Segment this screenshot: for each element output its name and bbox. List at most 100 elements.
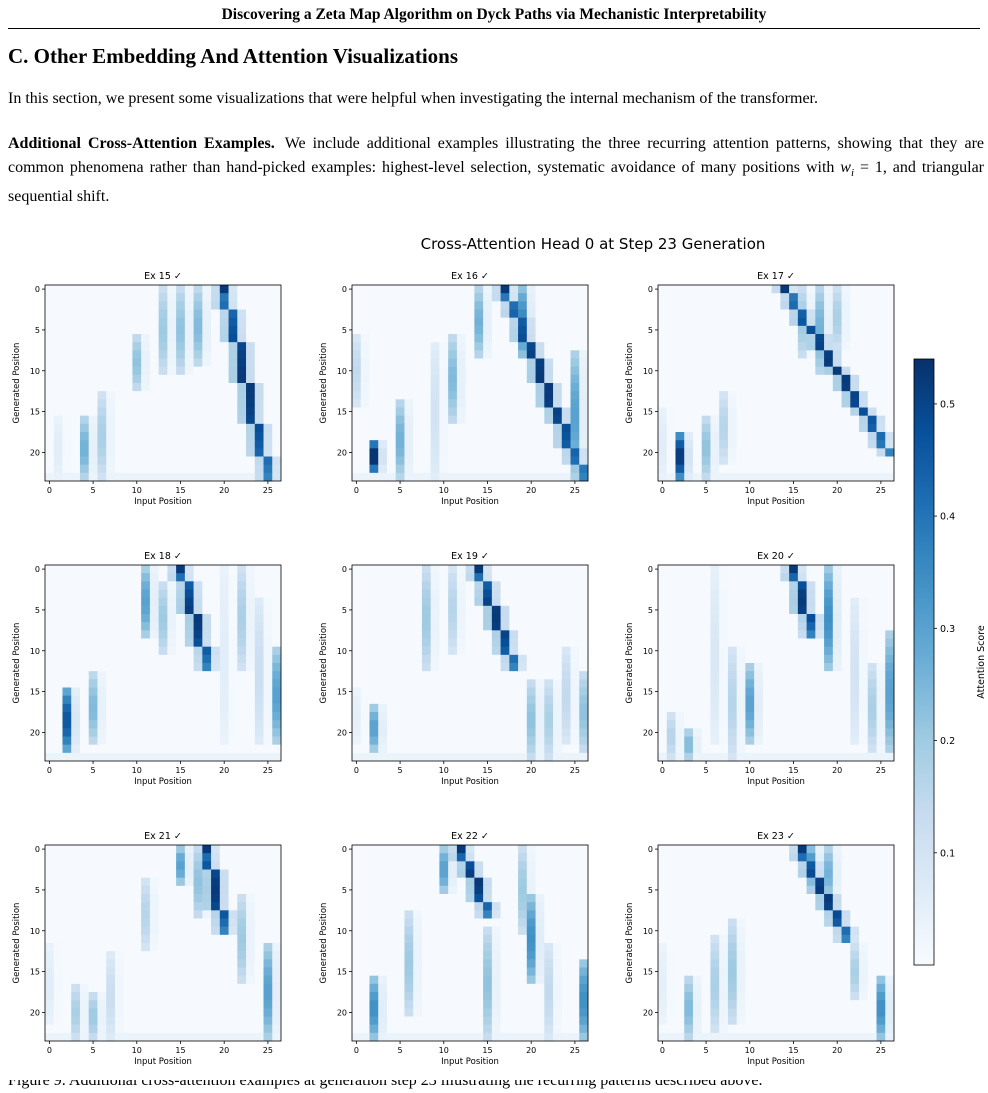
heatmap-cell	[386, 317, 397, 327]
heatmap-cell	[272, 366, 282, 376]
heatmap-cell	[421, 464, 432, 474]
heatmap-cell	[841, 440, 851, 449]
heatmap-cell	[158, 456, 168, 466]
heatmap-cell	[79, 663, 90, 672]
heatmap-cell	[228, 342, 238, 351]
heatmap-cell	[45, 663, 55, 672]
y-tick-label: 0	[342, 285, 347, 294]
heatmap-cell	[876, 432, 886, 441]
heatmap-cell	[675, 646, 685, 656]
heatmap-cell	[132, 679, 142, 688]
heatmap-cell	[352, 861, 362, 870]
heatmap-cell	[114, 654, 125, 664]
heatmap-cell	[246, 293, 256, 302]
heatmap-cell	[386, 703, 397, 713]
heatmap-cell	[237, 992, 247, 1001]
heatmap-cell	[228, 358, 238, 368]
heatmap-cell	[710, 695, 720, 705]
heatmap-cell	[272, 605, 282, 615]
heatmap-cell	[246, 1032, 256, 1042]
heatmap-cell	[789, 448, 799, 457]
heatmap-cell	[570, 589, 580, 599]
heatmap-cell	[272, 565, 282, 574]
heatmap-cell	[149, 597, 159, 607]
heatmap-cell	[123, 301, 133, 310]
heatmap-cell	[272, 687, 282, 697]
heatmap-cell	[535, 877, 545, 887]
heatmap-cell	[158, 391, 168, 400]
heatmap-cell	[176, 853, 186, 862]
heatmap-cell	[167, 391, 177, 400]
heatmap-cell	[439, 654, 449, 664]
heatmap-cell	[237, 959, 247, 968]
heatmap-cell	[448, 456, 458, 466]
heatmap-cell	[806, 334, 816, 343]
heatmap-cell	[378, 918, 388, 928]
heatmap-cell	[526, 630, 536, 639]
heatmap-cell	[352, 334, 362, 343]
heatmap-cell	[448, 910, 458, 919]
heatmap-cell	[535, 464, 545, 474]
heatmap-cell	[246, 358, 256, 368]
heatmap-cell	[360, 720, 370, 729]
heatmap-cell	[114, 285, 125, 294]
heatmap-cell	[114, 293, 125, 302]
heatmap-cell	[518, 334, 528, 343]
heatmap-cell	[491, 285, 501, 294]
heatmap-cell	[797, 573, 807, 582]
heatmap-cell	[272, 391, 282, 400]
heatmap-cell	[684, 663, 694, 672]
heatmap-cell	[114, 877, 125, 887]
heatmap-cell	[448, 720, 458, 729]
heatmap-cell	[815, 663, 825, 672]
heatmap-cell	[509, 687, 519, 697]
heatmap-cell	[771, 663, 781, 672]
heatmap-cell	[62, 992, 72, 1001]
heatmap-cell	[500, 869, 510, 879]
heatmap-cell	[885, 565, 895, 574]
heatmap-cell	[684, 605, 694, 615]
heatmap-cell	[45, 285, 55, 294]
heatmap-cell	[369, 720, 379, 729]
heatmap-cell	[360, 902, 370, 911]
heatmap-cell	[430, 432, 440, 441]
heatmap-cell	[184, 432, 194, 441]
heatmap-cell	[141, 853, 151, 862]
heatmap-cell	[535, 654, 545, 664]
heatmap-cell	[237, 845, 247, 854]
heatmap-cell	[141, 622, 151, 631]
heatmap-cell	[859, 712, 869, 721]
heatmap-cell	[404, 317, 414, 327]
heatmap-cell	[167, 1016, 177, 1026]
heatmap-cell	[754, 285, 764, 294]
heatmap-cell	[465, 342, 475, 351]
heatmap-cell	[859, 736, 869, 746]
heatmap-cell	[867, 472, 877, 482]
heatmap-cell	[509, 472, 519, 482]
heatmap-cell	[114, 861, 125, 870]
heatmap-cell	[62, 464, 72, 474]
heatmap-cell	[456, 573, 466, 582]
heatmap-cell	[45, 350, 55, 359]
heatmap-cell	[553, 383, 563, 392]
heatmap-cell	[71, 301, 81, 310]
heatmap-cell	[413, 687, 423, 697]
heatmap-cell	[806, 415, 816, 425]
heatmap-cell	[675, 622, 685, 631]
heatmap-cell	[71, 1000, 81, 1009]
heatmap-cell	[132, 744, 142, 754]
heatmap-cell	[456, 391, 466, 400]
heatmap-cell	[141, 861, 151, 870]
heatmap-cell	[167, 894, 177, 903]
heatmap-cell	[237, 728, 247, 737]
heatmap-cell	[79, 285, 90, 294]
heatmap-cell	[736, 752, 746, 762]
heatmap-cell	[79, 671, 90, 680]
heatmap-cell	[841, 423, 851, 433]
heatmap-cell	[352, 663, 362, 672]
heatmap-cell	[544, 423, 554, 433]
heatmap-cell	[53, 703, 63, 713]
heatmap-cell	[456, 374, 466, 384]
heatmap-cell	[106, 334, 116, 343]
heatmap-cell	[378, 646, 388, 656]
